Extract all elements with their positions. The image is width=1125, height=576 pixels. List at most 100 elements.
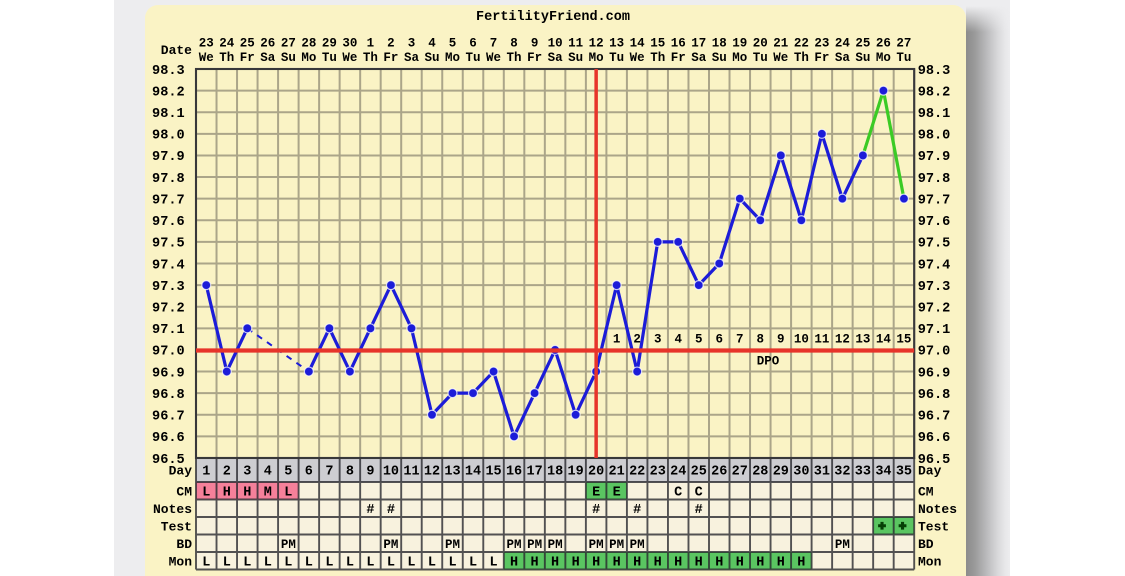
svg-text:BD: BD [918,537,934,552]
svg-text:1: 1 [202,465,210,480]
svg-text:27: 27 [732,465,748,480]
svg-text:19: 19 [732,37,747,51]
svg-text:Sa: Sa [260,51,276,65]
svg-text:H: H [223,485,231,500]
svg-text:96.9: 96.9 [152,366,185,381]
svg-text:L: L [284,485,292,500]
svg-text:Fr: Fr [527,51,542,65]
svg-text:26: 26 [711,465,727,480]
svg-text:12: 12 [835,333,850,347]
svg-text:8: 8 [757,333,765,347]
svg-text:H: H [674,555,682,570]
svg-text:Th: Th [794,51,809,65]
svg-text:33: 33 [855,465,871,480]
svg-text:18: 18 [712,37,727,51]
svg-text:L: L [407,555,415,570]
svg-text:2: 2 [223,465,231,480]
svg-text:98.1: 98.1 [918,107,951,122]
svg-text:H: H [551,555,559,570]
svg-text:Sa: Sa [548,51,564,65]
svg-text:H: H [572,555,580,570]
svg-text:13: 13 [444,465,460,480]
svg-text:L: L [366,555,374,570]
svg-text:96.9: 96.9 [918,366,951,381]
svg-text:21: 21 [773,37,788,51]
svg-text:5: 5 [284,465,292,480]
svg-text:26: 26 [876,37,891,51]
svg-text:20: 20 [753,37,768,51]
svg-text:32: 32 [834,465,850,480]
svg-text:5: 5 [449,37,457,51]
svg-text:H: H [695,555,703,570]
svg-text:97.7: 97.7 [152,193,185,208]
svg-text:#: # [695,503,703,518]
svg-text:PM: PM [589,538,604,552]
svg-text:97.6: 97.6 [918,215,951,230]
svg-text:Mo: Mo [589,51,604,65]
svg-text:3: 3 [243,465,251,480]
svg-text:Sa: Sa [691,51,707,65]
svg-text:22: 22 [629,465,645,480]
svg-text:7: 7 [736,333,744,347]
svg-text:Tu: Tu [896,51,911,65]
svg-text:Tu: Tu [322,51,337,65]
svg-text:L: L [428,555,436,570]
svg-text:96.8: 96.8 [152,388,185,403]
svg-text:9: 9 [366,465,374,480]
svg-text:H: H [715,555,723,570]
svg-text:H: H [531,555,539,570]
svg-text:96.6: 96.6 [918,431,951,446]
svg-text:97.8: 97.8 [152,172,185,187]
svg-text:2: 2 [387,37,395,51]
svg-text:Sa: Sa [404,51,420,65]
svg-text:10: 10 [383,465,399,480]
svg-text:Day: Day [169,464,193,479]
svg-text:PM: PM [835,538,850,552]
svg-text:23: 23 [650,465,666,480]
svg-text:29: 29 [322,37,337,51]
svg-text:96.5: 96.5 [152,453,185,468]
svg-text:Fr: Fr [383,51,398,65]
svg-text:8: 8 [510,37,518,51]
svg-text:L: L [469,555,477,570]
svg-text:17: 17 [526,465,542,480]
svg-text:20: 20 [588,465,604,480]
svg-text:97.3: 97.3 [152,280,185,295]
svg-text:1: 1 [367,37,375,51]
svg-text:We: We [773,51,788,65]
svg-text:Tu: Tu [466,51,481,65]
svg-text:2: 2 [633,333,641,347]
svg-text:22: 22 [794,37,809,51]
svg-text:5: 5 [695,333,703,347]
svg-text:Notes: Notes [153,502,192,517]
svg-text:28: 28 [301,37,316,51]
svg-text:97.0: 97.0 [918,345,951,360]
svg-text:4: 4 [428,37,436,51]
svg-text:29: 29 [773,465,789,480]
svg-text:Su: Su [424,51,439,65]
svg-text:L: L [284,555,292,570]
svg-text:97.1: 97.1 [152,323,185,338]
svg-text:97.2: 97.2 [152,302,185,317]
svg-text:Mo: Mo [732,51,747,65]
svg-text:97.3: 97.3 [918,280,951,295]
svg-text:98.1: 98.1 [152,107,185,122]
svg-text:Mo: Mo [445,51,460,65]
svg-text:PM: PM [281,538,296,552]
svg-text:1: 1 [613,333,621,347]
svg-text:H: H [592,555,600,570]
svg-text:E: E [613,485,621,500]
svg-text:E: E [592,485,600,500]
svg-text:H: H [736,555,744,570]
svg-text:98.0: 98.0 [918,129,951,144]
svg-text:M: M [264,485,272,500]
svg-text:96.6: 96.6 [152,431,185,446]
svg-text:98.0: 98.0 [152,129,185,144]
svg-text:Sa: Sa [835,51,851,65]
svg-text:17: 17 [691,37,706,51]
svg-text:15: 15 [485,465,501,480]
svg-text:H: H [613,555,621,570]
svg-text:Mon: Mon [169,554,193,569]
svg-text:PM: PM [383,538,398,552]
svg-text:L: L [305,555,313,570]
